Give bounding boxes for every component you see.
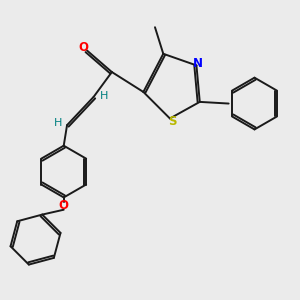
Text: O: O — [59, 199, 69, 212]
Text: H: H — [54, 118, 62, 128]
Text: N: N — [193, 57, 203, 70]
Text: H: H — [100, 91, 108, 101]
Text: O: O — [78, 40, 88, 54]
Text: S: S — [168, 115, 177, 128]
